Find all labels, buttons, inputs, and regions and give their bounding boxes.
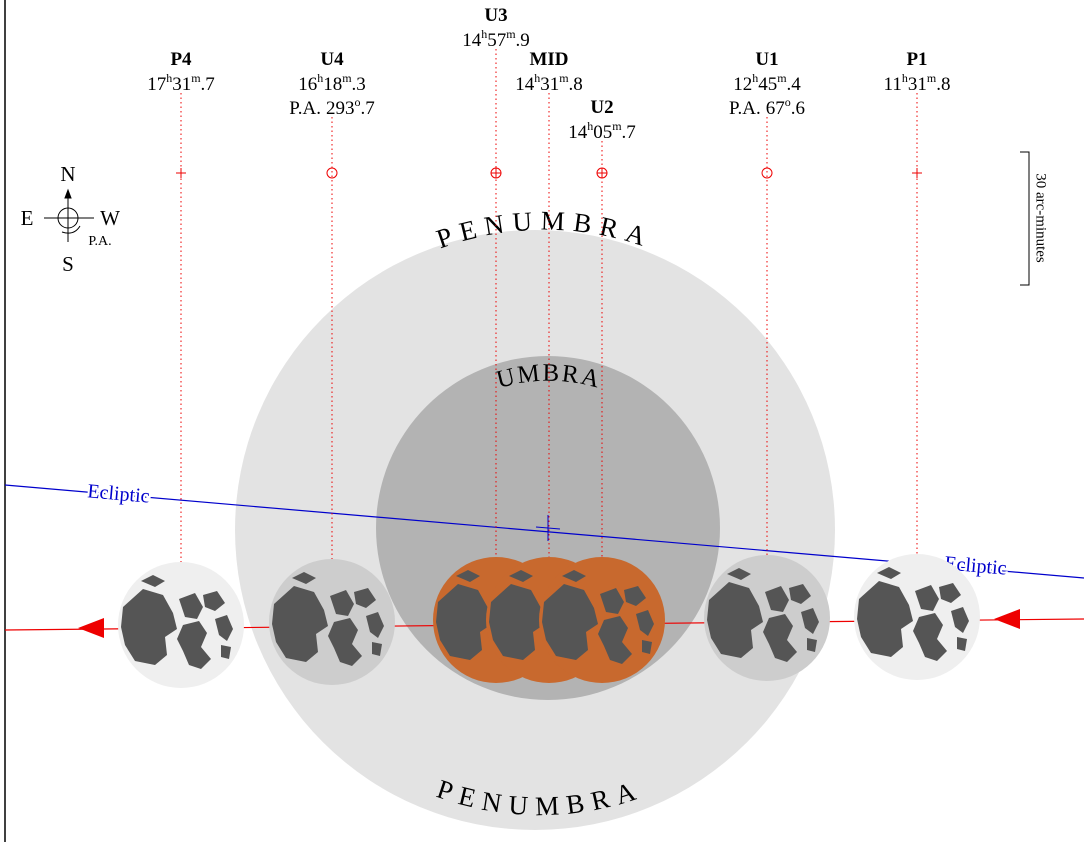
page: PENUMBRA UMBRA PENUMBRA Ecliptic Eclipti… xyxy=(0,0,1084,842)
time-minutes: 57 xyxy=(487,30,506,51)
time-fraction: .3 xyxy=(352,74,366,95)
scale-label: 30 arc-minutes xyxy=(1033,173,1049,263)
pa-prefix: P.A. xyxy=(729,98,761,119)
compass-south: S xyxy=(62,252,74,276)
contact-label: MID xyxy=(529,49,568,70)
contact-label: P4 xyxy=(170,49,192,70)
time-minutes: 45 xyxy=(758,74,777,95)
contact-label: U2 xyxy=(590,97,613,118)
contact-label: P1 xyxy=(906,49,927,70)
compass-west: W xyxy=(100,206,120,230)
compass-north: N xyxy=(60,162,75,186)
scale-bar xyxy=(1020,152,1029,285)
time-hours: 14 xyxy=(568,122,588,143)
contact-label: U4 xyxy=(320,49,344,70)
pa-fraction: .7 xyxy=(360,98,374,119)
contact-time: 11h31m.8 xyxy=(884,71,951,95)
compass-east: E xyxy=(21,206,34,230)
direction-arrow xyxy=(994,609,1020,629)
moon xyxy=(704,555,830,681)
eclipse-diagram: PENUMBRA UMBRA PENUMBRA Ecliptic Eclipti… xyxy=(0,0,1084,842)
time-fraction: .8 xyxy=(569,74,583,95)
pa-degrees: 293 xyxy=(326,98,355,119)
contact-time: 16h18m.3 xyxy=(298,71,366,95)
ecliptic-label: Ecliptic xyxy=(87,480,151,507)
time-minutes: 31 xyxy=(172,74,191,95)
time-fraction: .8 xyxy=(936,74,950,95)
time-hours: 11 xyxy=(884,74,902,95)
contact-time: 17h31m.7 xyxy=(147,71,215,95)
pa-prefix: P.A. xyxy=(289,98,321,119)
compass-pa: P.A. xyxy=(88,234,111,249)
moon xyxy=(118,562,244,688)
contact-time: 14h05m.7 xyxy=(568,119,636,143)
time-hours: 14 xyxy=(515,74,535,95)
contact-time: 14h57m.9 xyxy=(462,27,530,51)
pa-degrees: 67 xyxy=(766,98,785,119)
contact-time: 14h31m.8 xyxy=(515,71,583,95)
time-minutes: 31 xyxy=(540,74,559,95)
time-fraction: .7 xyxy=(201,74,215,95)
position-angle: P.A.67o.6 xyxy=(729,95,805,119)
compass-arrow xyxy=(65,190,71,198)
moon xyxy=(269,559,395,685)
pa-fraction: .6 xyxy=(791,98,805,119)
time-hours: 17 xyxy=(147,74,166,95)
time-fraction: .7 xyxy=(622,122,636,143)
time-hours: 14 xyxy=(462,30,482,51)
time-minutes: 18 xyxy=(323,74,342,95)
direction-arrow xyxy=(78,618,104,638)
time-fraction: .9 xyxy=(516,30,530,51)
position-angle: P.A.293o.7 xyxy=(289,95,374,119)
time-hours: 12 xyxy=(733,74,752,95)
contact-label: U3 xyxy=(484,5,507,26)
contact-label: U1 xyxy=(755,49,778,70)
moon xyxy=(854,554,980,680)
compass xyxy=(44,190,94,242)
time-fraction: .4 xyxy=(787,74,802,95)
moon xyxy=(539,557,665,683)
time-minutes: 31 xyxy=(908,74,927,95)
time-minutes: 05 xyxy=(593,122,612,143)
time-hours: 16 xyxy=(298,74,317,95)
contact-time: 12h45m.4 xyxy=(733,71,801,95)
